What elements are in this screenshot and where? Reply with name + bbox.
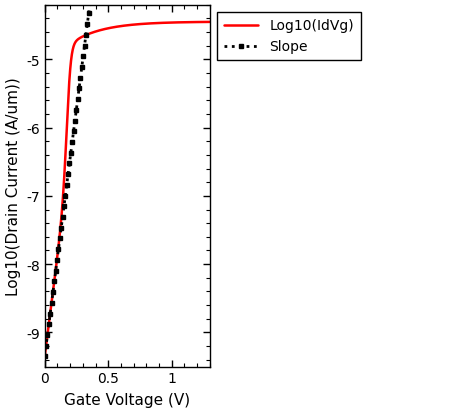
Log10(IdVg) [202, 20, 208, 25]
Log10(IdVg) [207, 20, 212, 25]
Log10(IdVg) [122, 24, 128, 29]
Log10(IdVg) [118, 25, 124, 30]
Slope [55, 254, 60, 259]
Slope [83, 33, 89, 38]
Slope [71, 127, 77, 132]
Line: Log10(IdVg): Log10(IdVg) [45, 23, 210, 356]
X-axis label: Gate Voltage (V): Gate Voltage (V) [64, 392, 190, 408]
Y-axis label: Log10(Drain Current (A/um)): Log10(Drain Current (A/um)) [6, 77, 21, 295]
Line: Slope: Slope [42, 4, 92, 359]
Slope [56, 241, 62, 246]
Slope [42, 354, 47, 359]
Slope [56, 244, 62, 249]
Log10(IdVg) [50, 288, 56, 293]
Slope [63, 194, 68, 199]
Log10(IdVg) [172, 21, 178, 26]
Legend: Log10(IdVg), Slope: Log10(IdVg), Slope [217, 12, 361, 61]
Slope [87, 4, 93, 9]
Log10(IdVg) [42, 354, 47, 359]
Log10(IdVg) [202, 20, 208, 25]
